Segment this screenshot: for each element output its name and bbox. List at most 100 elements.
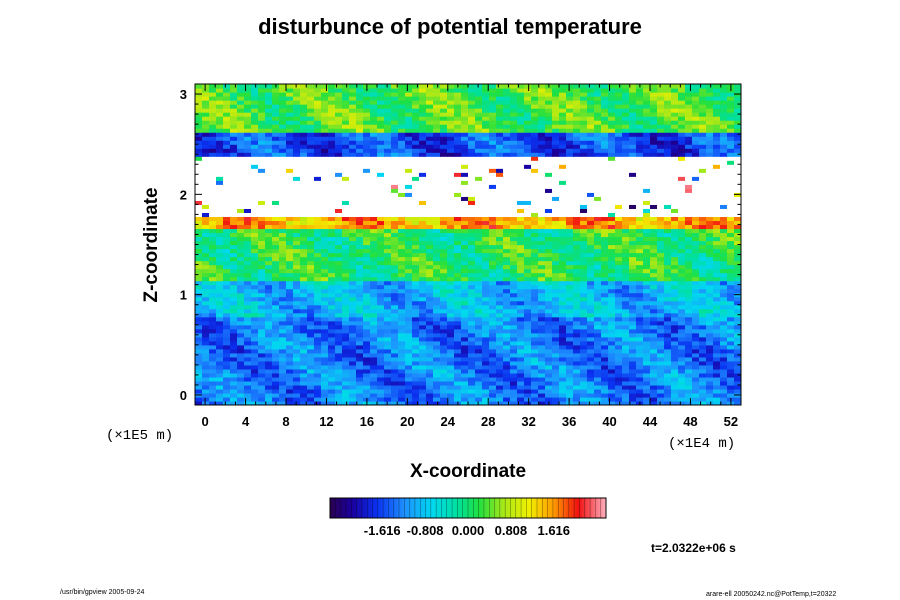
heatmap-cell (335, 288, 343, 294)
heatmap-cell (629, 352, 637, 358)
heatmap-cell (398, 340, 406, 346)
heatmap-cell (272, 156, 280, 161)
heatmap-cell (321, 304, 329, 310)
heatmap-cell (699, 176, 707, 181)
heatmap-cell (559, 320, 567, 326)
heatmap-cell (349, 268, 357, 274)
heatmap-cell (335, 324, 343, 330)
heatmap-cell (608, 284, 616, 290)
heatmap-cell (321, 344, 329, 350)
heatmap-cell (475, 288, 483, 294)
heatmap-cell (272, 148, 280, 153)
heatmap-cell (272, 172, 280, 177)
heatmap-cell (538, 292, 546, 298)
heatmap-cell (664, 212, 672, 218)
heatmap-cell (237, 204, 245, 209)
heatmap-cell (545, 240, 553, 246)
heatmap-cell (356, 292, 364, 298)
heatmap-cell (370, 176, 378, 181)
heatmap-cell (384, 400, 392, 405)
heatmap-cell (699, 352, 707, 358)
heatmap-cell (454, 240, 462, 246)
heatmap-cell (468, 200, 476, 205)
heatmap-cell (342, 284, 350, 290)
heatmap-cell (209, 196, 217, 201)
heatmap-cell (265, 224, 273, 230)
heatmap-cell (615, 236, 623, 242)
heatmap-cell (566, 256, 574, 262)
heatmap-cell (475, 368, 483, 374)
heatmap-cell (433, 172, 441, 177)
heatmap-cell (636, 148, 644, 153)
heatmap-cell (328, 376, 336, 382)
heatmap-cell (237, 384, 245, 390)
heatmap-cell (286, 220, 294, 226)
heatmap-cell (349, 396, 357, 402)
heatmap-cell (244, 148, 252, 153)
heatmap-cell (251, 192, 259, 197)
heatmap-cell (671, 196, 679, 201)
heatmap-cell (202, 368, 210, 374)
heatmap-cell (391, 372, 399, 378)
heatmap-cell (258, 312, 266, 318)
heatmap-cell (699, 392, 707, 398)
heatmap-cell (713, 272, 721, 278)
heatmap-cell (377, 240, 385, 246)
heatmap-cell (223, 396, 231, 402)
heatmap-cell (552, 208, 560, 213)
heatmap-cell (370, 392, 378, 398)
heatmap-cell (496, 280, 504, 286)
heatmap-cell (307, 376, 315, 382)
heatmap-cell (349, 308, 357, 314)
heatmap-cell (517, 268, 525, 274)
heatmap-cell (433, 352, 441, 358)
heatmap-cell (412, 284, 420, 290)
heatmap-cell (734, 364, 741, 370)
heatmap-cell (272, 344, 280, 350)
heatmap-cell (671, 376, 679, 382)
heatmap-cell (573, 336, 581, 342)
heatmap-cell (370, 172, 378, 177)
heatmap-cell (601, 392, 609, 398)
heatmap-cell (706, 244, 714, 250)
heatmap-cell (405, 308, 413, 314)
heatmap-cell (461, 332, 469, 338)
heatmap-cell (580, 208, 588, 213)
heatmap-cell (496, 188, 504, 193)
heatmap-cell (195, 212, 203, 218)
heatmap-cell (223, 292, 231, 298)
heatmap-cell (279, 324, 287, 330)
heatmap-cell (335, 272, 343, 278)
heatmap-cell (615, 256, 623, 262)
heatmap-cell (230, 328, 238, 334)
heatmap-cell (272, 332, 280, 338)
heatmap-cell (496, 284, 504, 290)
heatmap-cell (685, 348, 693, 354)
heatmap-cell (265, 328, 273, 334)
heatmap-cell (412, 308, 420, 314)
heatmap-cell (503, 344, 511, 350)
heatmap-cell (307, 152, 315, 157)
heatmap-cell (566, 156, 574, 161)
heatmap-cell (300, 280, 308, 286)
heatmap-cell (587, 320, 595, 326)
heatmap-cell (461, 280, 469, 286)
heatmap-cell (566, 244, 574, 250)
heatmap-cell (643, 252, 651, 258)
heatmap-cell (307, 316, 315, 322)
heatmap-cell (335, 376, 343, 382)
heatmap-cell (685, 248, 693, 254)
heatmap-cell (482, 312, 490, 318)
heatmap-cell (685, 380, 693, 386)
heatmap-cell (664, 316, 672, 322)
heatmap-cell (552, 356, 560, 362)
heatmap-cell (720, 308, 728, 314)
heatmap-cell (349, 280, 357, 286)
heatmap-cell (230, 312, 238, 318)
heatmap-cell (636, 332, 644, 338)
heatmap-cell (524, 236, 532, 242)
heatmap-cell (531, 360, 539, 366)
heatmap-cell (510, 352, 518, 358)
heatmap-cell (475, 272, 483, 278)
heatmap-cell (608, 156, 616, 161)
